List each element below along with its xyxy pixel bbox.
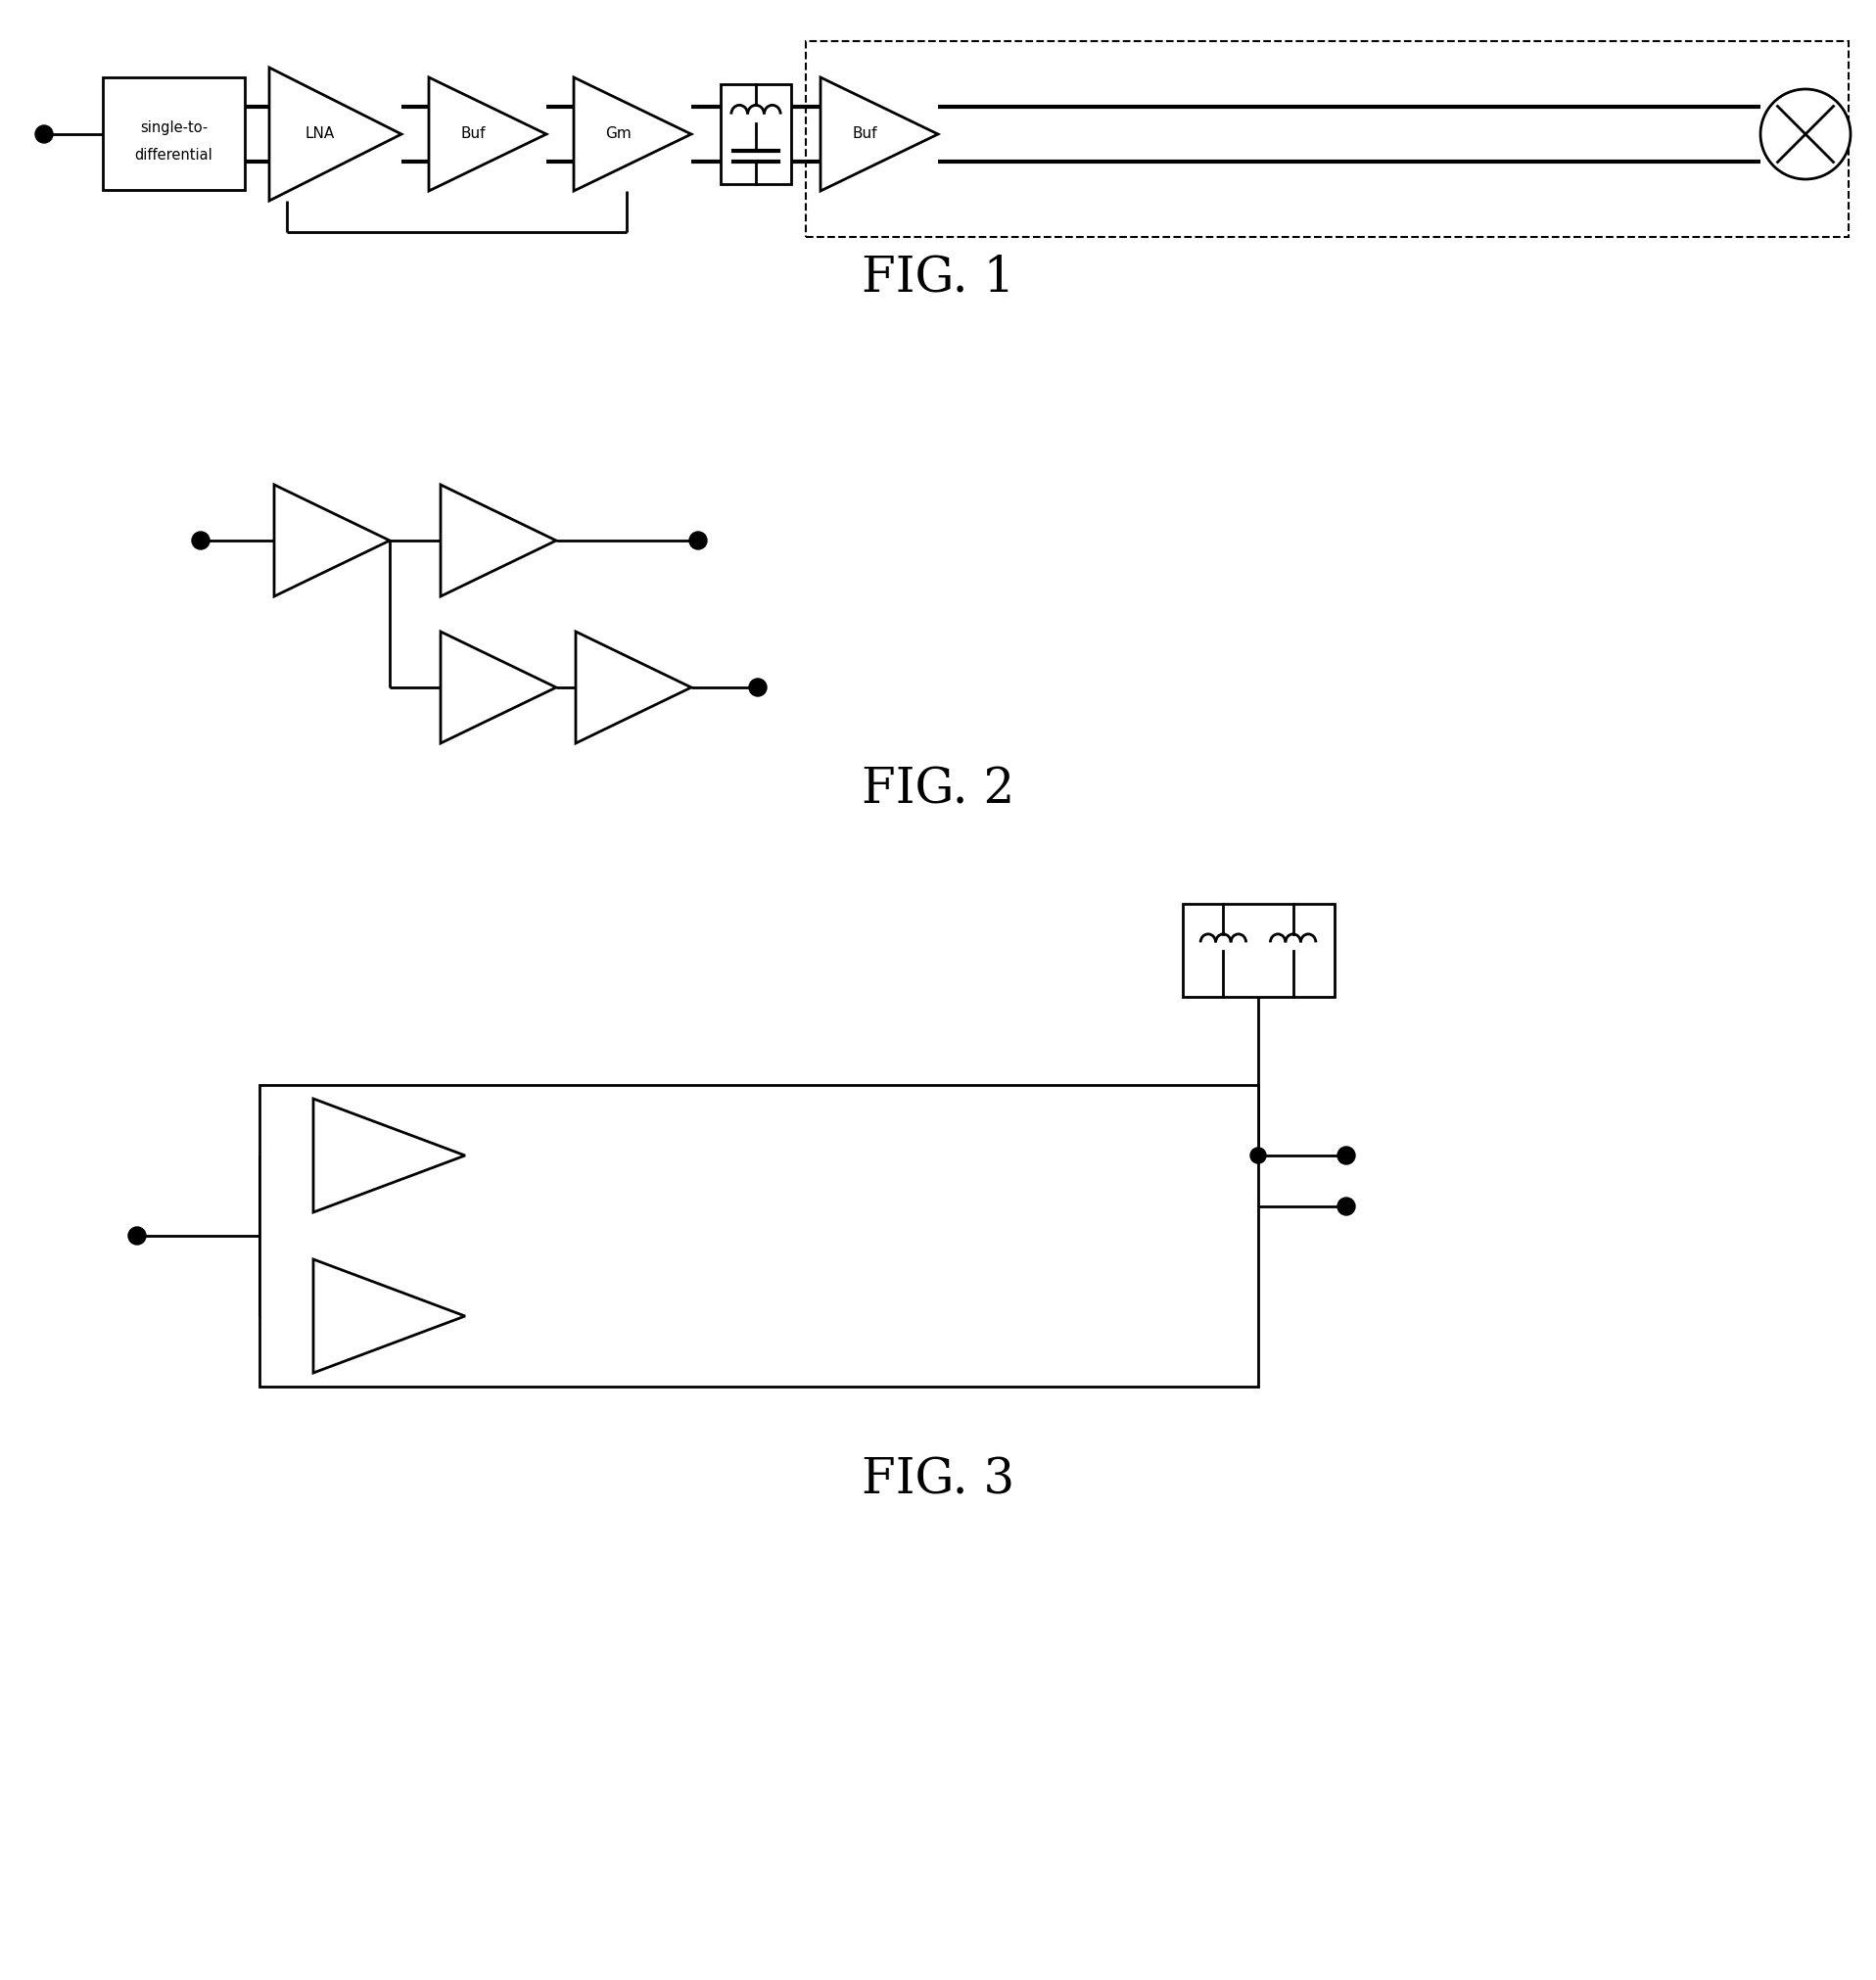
- Circle shape: [688, 533, 707, 548]
- Circle shape: [1760, 89, 1850, 180]
- Circle shape: [1338, 1146, 1354, 1164]
- Polygon shape: [441, 632, 555, 742]
- Bar: [259, 1085, 1259, 1386]
- Polygon shape: [576, 632, 690, 742]
- Text: FIG. 3: FIG. 3: [861, 1457, 1015, 1505]
- Text: Buf: Buf: [461, 127, 486, 141]
- Polygon shape: [441, 485, 555, 596]
- Text: differential: differential: [135, 148, 212, 162]
- Polygon shape: [313, 1259, 465, 1372]
- Bar: [1182, 903, 1334, 996]
- Polygon shape: [820, 77, 938, 190]
- Circle shape: [36, 125, 53, 143]
- Polygon shape: [270, 67, 401, 200]
- Circle shape: [1249, 1148, 1266, 1164]
- Text: single-to-: single-to-: [141, 121, 208, 135]
- Circle shape: [128, 1228, 146, 1245]
- Bar: [720, 85, 792, 184]
- Polygon shape: [430, 77, 546, 190]
- Text: FIG. 2: FIG. 2: [861, 766, 1015, 814]
- Bar: [807, 42, 1848, 238]
- Circle shape: [749, 679, 767, 697]
- Bar: [103, 77, 244, 190]
- Text: Gm: Gm: [606, 127, 632, 141]
- Text: Buf: Buf: [854, 127, 878, 141]
- Polygon shape: [313, 1099, 465, 1212]
- Text: LNA: LNA: [304, 127, 334, 141]
- Circle shape: [191, 533, 210, 548]
- Polygon shape: [274, 485, 390, 596]
- Text: FIG. 1: FIG. 1: [861, 253, 1015, 303]
- Circle shape: [1338, 1198, 1354, 1216]
- Polygon shape: [574, 77, 690, 190]
